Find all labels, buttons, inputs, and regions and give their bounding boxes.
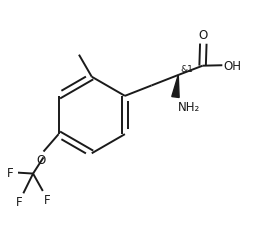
Text: F: F <box>7 166 13 179</box>
Text: O: O <box>199 29 208 42</box>
Text: O: O <box>36 154 45 167</box>
Text: &1: &1 <box>180 64 193 73</box>
Polygon shape <box>172 76 179 98</box>
Text: F: F <box>15 195 22 208</box>
Text: F: F <box>44 193 51 206</box>
Text: OH: OH <box>223 59 241 73</box>
Text: NH₂: NH₂ <box>178 101 200 114</box>
